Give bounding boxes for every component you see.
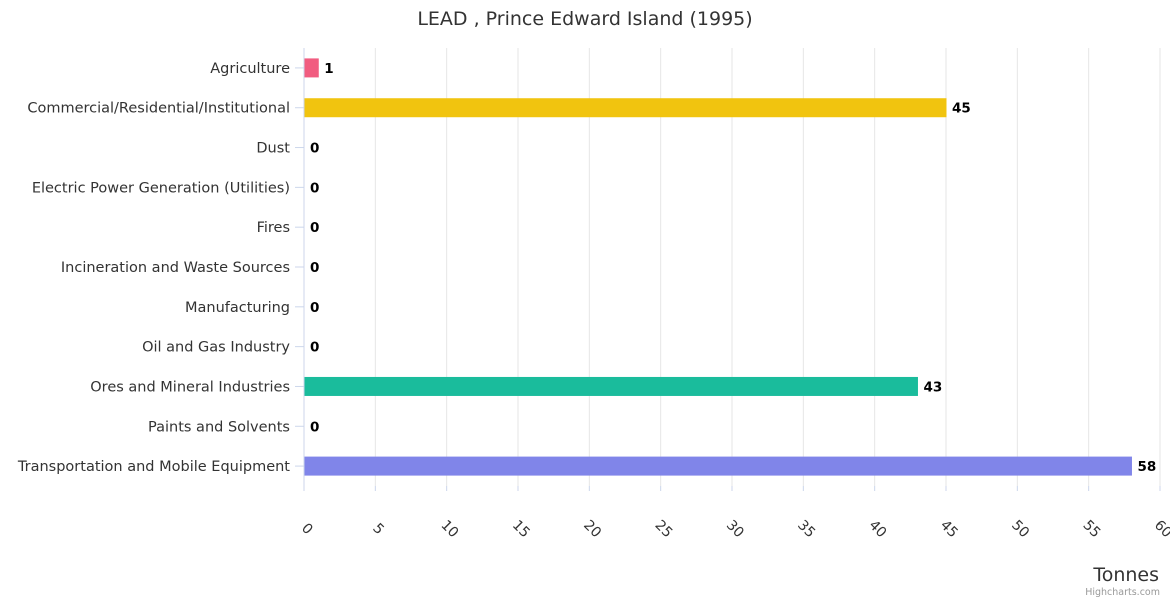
x-tick-label: 50 (1008, 517, 1032, 541)
bar[interactable] (304, 376, 918, 396)
category-label: Commercial/Residential/Institutional (27, 101, 290, 117)
category-label: Transportation and Mobile Equipment (17, 459, 290, 475)
data-label: 58 (1137, 459, 1156, 475)
category-label: Paints and Solvents (148, 419, 290, 435)
category-label: Manufacturing (185, 300, 290, 316)
category-label: Electric Power Generation (Utilities) (32, 180, 290, 196)
x-tick-label: 15 (509, 517, 533, 541)
x-tick-label: 45 (937, 517, 961, 541)
category-label: Dust (256, 141, 290, 157)
data-label: 0 (310, 260, 319, 276)
chart-title: LEAD , Prince Edward Island (1995) (417, 8, 752, 30)
x-tick-label: 20 (580, 517, 604, 541)
data-label: 1 (324, 61, 333, 77)
x-tick-label: 55 (1080, 517, 1104, 541)
data-label: 43 (923, 379, 942, 395)
x-axis-ticks: 0 5 10 15 20 25 30 35 40 45 50 55 60 (298, 486, 1170, 541)
x-tick-label: 10 (438, 517, 462, 541)
x-tick-label: 30 (723, 517, 747, 541)
bar[interactable] (304, 58, 319, 78)
category-label: Fires (257, 220, 290, 236)
data-label: 0 (310, 220, 319, 236)
x-tick-label: 60 (1151, 517, 1170, 541)
category-label: Incineration and Waste Sources (61, 260, 290, 276)
data-labels: 1 45 0 0 0 0 0 0 43 0 58 (309, 60, 1158, 477)
bar[interactable] (304, 98, 947, 118)
data-label: 0 (310, 141, 319, 157)
data-label: 0 (310, 340, 319, 356)
x-tick-label: 40 (866, 517, 890, 541)
x-tick-label: 25 (652, 517, 676, 541)
credits-link[interactable]: Highcharts.com (1085, 587, 1160, 598)
x-tick-label: 35 (794, 517, 818, 541)
data-label: 45 (952, 101, 971, 117)
category-labels: Agriculture Commercial/Residential/Instit… (17, 61, 304, 475)
data-label: 0 (310, 300, 319, 316)
x-tick-label: 0 (298, 520, 316, 538)
category-label: Agriculture (210, 61, 290, 77)
data-label: 0 (310, 419, 319, 435)
category-label: Oil and Gas Industry (142, 340, 290, 356)
data-label: 0 (310, 180, 319, 196)
bar[interactable] (304, 456, 1132, 476)
bars (304, 58, 1132, 476)
category-label: Ores and Mineral Industries (90, 379, 290, 395)
x-axis-title: Tonnes (1092, 564, 1159, 586)
x-tick-label: 5 (369, 520, 387, 538)
